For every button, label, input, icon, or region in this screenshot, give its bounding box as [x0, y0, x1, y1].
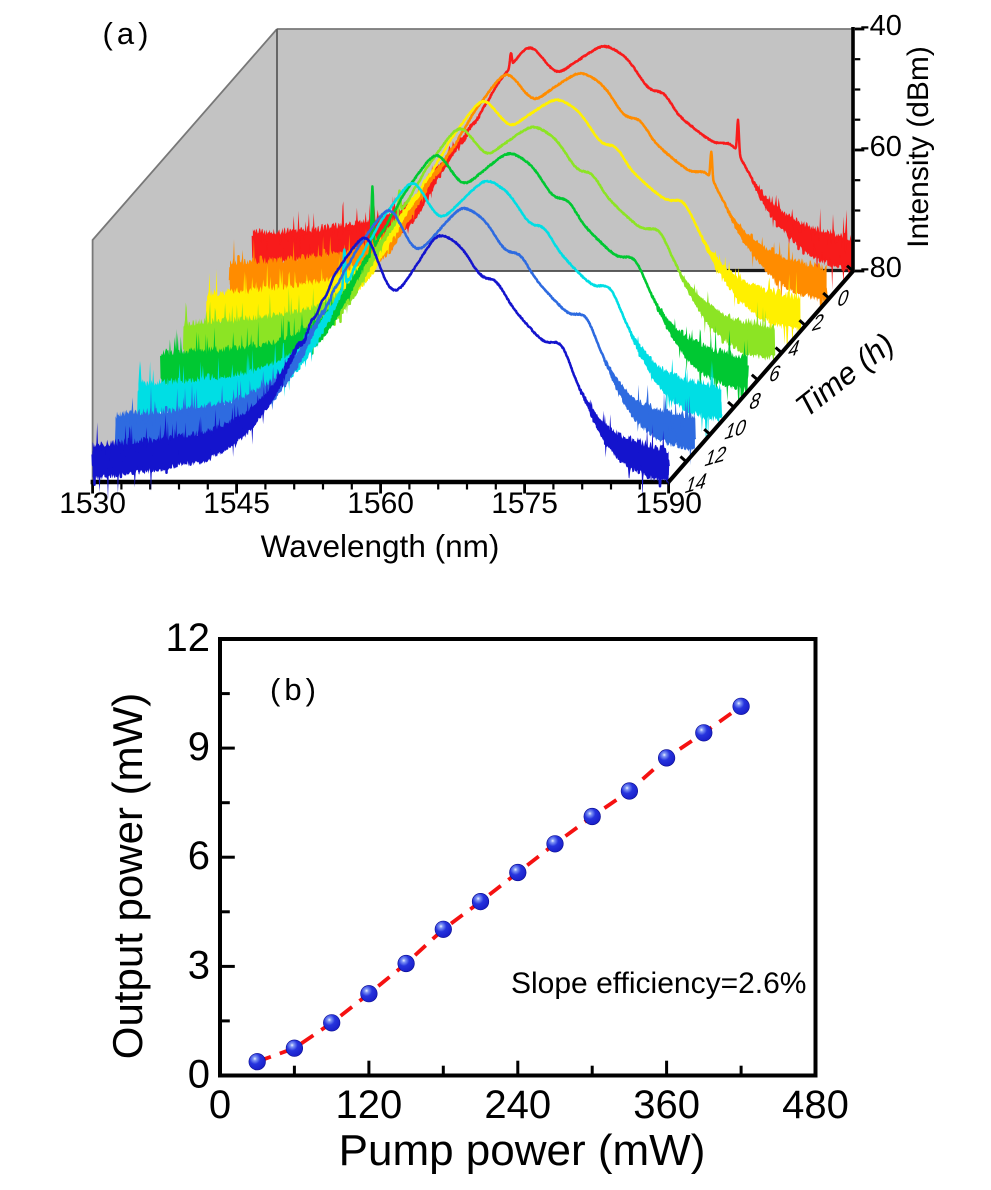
svg-text:0: 0 [836, 285, 850, 312]
svg-text:1590: 1590 [635, 487, 702, 520]
svg-text:360: 360 [633, 1083, 700, 1127]
svg-text:-40: -40 [860, 10, 902, 42]
svg-text:6: 6 [768, 361, 782, 388]
svg-text:Intensity (dBm): Intensity (dBm) [902, 46, 935, 248]
svg-text:Wavelength (nm): Wavelength (nm) [261, 528, 500, 564]
svg-text:Slope efficiency=2.6%: Slope efficiency=2.6% [511, 967, 806, 1000]
svg-text:1545: 1545 [203, 487, 270, 520]
svg-text:9: 9 [188, 725, 210, 769]
svg-text:-80: -80 [860, 252, 902, 284]
svg-text:3: 3 [188, 943, 210, 987]
svg-text:2: 2 [810, 309, 825, 336]
svg-text:480: 480 [782, 1083, 849, 1127]
svg-text:1575: 1575 [491, 487, 558, 520]
svg-text:8: 8 [748, 388, 762, 415]
svg-text:Pump power (mW): Pump power (mW) [339, 1126, 706, 1175]
svg-text:1530: 1530 [59, 487, 126, 520]
svg-text:240: 240 [484, 1083, 551, 1127]
svg-text:4: 4 [787, 336, 801, 363]
svg-text:-60: -60 [860, 131, 902, 163]
svg-text:12: 12 [166, 616, 211, 660]
svg-text:120: 120 [336, 1083, 403, 1127]
svg-text:0: 0 [188, 1053, 210, 1097]
svg-text:(b): (b) [270, 672, 320, 707]
svg-text:1560: 1560 [347, 487, 414, 520]
svg-text:(a): (a) [103, 16, 153, 51]
svg-text:0: 0 [209, 1083, 231, 1127]
svg-text:Output power (mW): Output power (mW) [104, 693, 151, 1059]
svg-text:6: 6 [188, 834, 210, 878]
